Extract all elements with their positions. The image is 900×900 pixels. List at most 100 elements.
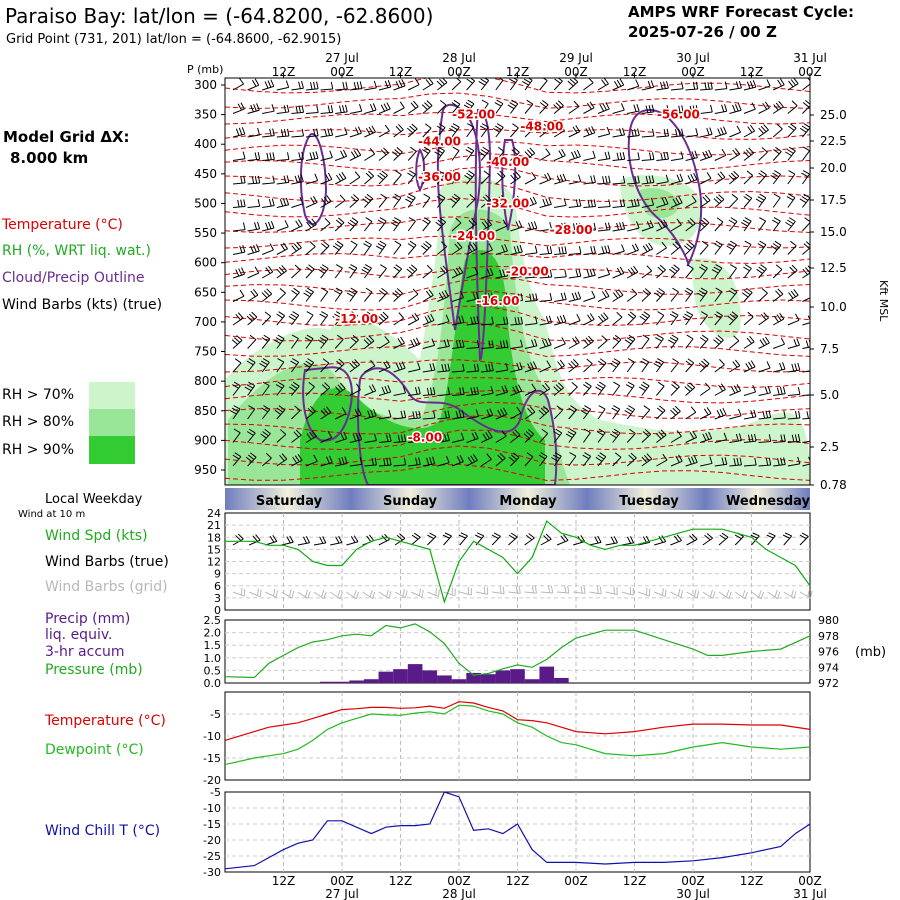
- wind-barb: [334, 382, 346, 396]
- wind-barb: [232, 381, 241, 396]
- wind-barb: [378, 147, 389, 161]
- wind-barb: [597, 358, 607, 373]
- wind-barb: [699, 334, 709, 349]
- wind-barb: [729, 335, 740, 349]
- wind-barb: [773, 434, 786, 443]
- wind-barb: [612, 244, 625, 255]
- wind-barb: [247, 405, 256, 420]
- wind-barb: [480, 99, 489, 114]
- wind-barb: [393, 336, 405, 349]
- wind-barb: [364, 217, 373, 232]
- wind-barb: [609, 358, 621, 373]
- wind-barb: [583, 199, 597, 208]
- wind-barb: [583, 150, 596, 161]
- top-date-label: 30 Jul: [676, 51, 710, 65]
- wind-barb: [393, 457, 407, 467]
- y-tick-label: 0.0: [204, 677, 222, 690]
- wind-barb: [787, 387, 801, 396]
- wind-barb: [451, 290, 465, 302]
- wind-barb: [378, 360, 391, 373]
- wind-barb-true: [442, 532, 452, 546]
- windchill-line: [224, 791, 811, 870]
- wind-barb: [408, 457, 421, 467]
- wind-barb: [276, 80, 290, 91]
- wind-barb: [510, 244, 523, 255]
- wind-barb: [726, 240, 737, 255]
- wind-barb: [626, 288, 638, 302]
- wind-barb-grid: [459, 586, 472, 596]
- windchill-panel: -5 -10 -15 -20 -25 -30: [203, 786, 811, 879]
- y-tick-label: -25: [203, 850, 221, 863]
- wind-barb: [597, 102, 610, 114]
- wind-barb: [685, 150, 698, 161]
- wind-barb: [758, 312, 769, 326]
- wind-barb: [262, 128, 275, 138]
- wind-barb: [624, 405, 636, 420]
- wind-barb: [390, 217, 402, 232]
- wind-barb: [495, 452, 506, 467]
- wind-barb-grid: [492, 586, 505, 595]
- day-label-sunday: Sunday: [383, 494, 438, 509]
- wind-barb: [758, 434, 772, 443]
- wind-barb: [787, 434, 801, 443]
- wind-barb: [524, 245, 538, 255]
- wind-barb: [421, 146, 431, 161]
- wind-barb-true: [589, 535, 602, 546]
- isotherm-line: [225, 445, 810, 466]
- wind-barb: [466, 123, 475, 138]
- wind-barb: [436, 123, 446, 138]
- wind-barb: [305, 311, 314, 326]
- wind-barb: [743, 409, 757, 420]
- wind-barb: [407, 240, 417, 255]
- wind-barb: [422, 193, 431, 208]
- bottom-hour-label: 12Z: [740, 874, 764, 888]
- wind-barb: [524, 338, 538, 349]
- wind-barb-true: [491, 532, 501, 546]
- wind-barb-grid: [686, 589, 700, 599]
- isotherm-label: -32.00: [486, 196, 529, 210]
- wind-barb: [291, 151, 304, 161]
- wind-barb: [655, 334, 664, 349]
- wind-barb: [466, 194, 476, 208]
- wind-barb: [802, 370, 810, 373]
- wind-barb: [232, 222, 246, 232]
- wind-barb: [656, 80, 669, 91]
- wind-barb: [495, 244, 508, 255]
- wind-barb: [305, 128, 319, 138]
- wind-barb: [743, 193, 753, 208]
- wind-barb: [553, 149, 566, 161]
- wind-barb: [685, 172, 698, 185]
- pressure-tick-label: 950: [194, 463, 217, 477]
- wind-barb: [554, 314, 567, 326]
- wind-barb: [320, 217, 331, 232]
- isotherm-line: [225, 429, 810, 451]
- wind-barb: [259, 358, 270, 373]
- wind-barb: [276, 128, 290, 138]
- wind-barb: [700, 431, 713, 443]
- wind-barb: [583, 126, 596, 138]
- wind-barb: [378, 124, 390, 138]
- wind-barb: [729, 80, 742, 91]
- precip-liq-label: liq. equiv.: [45, 627, 113, 643]
- wind-barb: [582, 428, 591, 443]
- wind-barb: [655, 429, 667, 443]
- wind-barb: [493, 123, 504, 138]
- wind-barb: [421, 240, 432, 255]
- y-tick-label: 0: [214, 604, 221, 617]
- wind-barb: [290, 334, 299, 349]
- wind-barb: [787, 362, 801, 373]
- wind-barb: [262, 220, 275, 232]
- wind-barb: [772, 146, 782, 161]
- y-tick-label: 21: [207, 519, 221, 532]
- wind-barb: [670, 430, 682, 443]
- wind-barb: [743, 335, 755, 349]
- pressure-tick-label: 900: [194, 433, 217, 447]
- wind-barb: [700, 149, 713, 161]
- wind-barb: [568, 100, 580, 114]
- wind-barb: [304, 334, 314, 349]
- wind-barb: [699, 240, 709, 255]
- precip-bar: [554, 677, 569, 683]
- wind-barb: [539, 172, 552, 185]
- y-tick-label: -20: [203, 774, 221, 787]
- wind-barb: [685, 195, 697, 208]
